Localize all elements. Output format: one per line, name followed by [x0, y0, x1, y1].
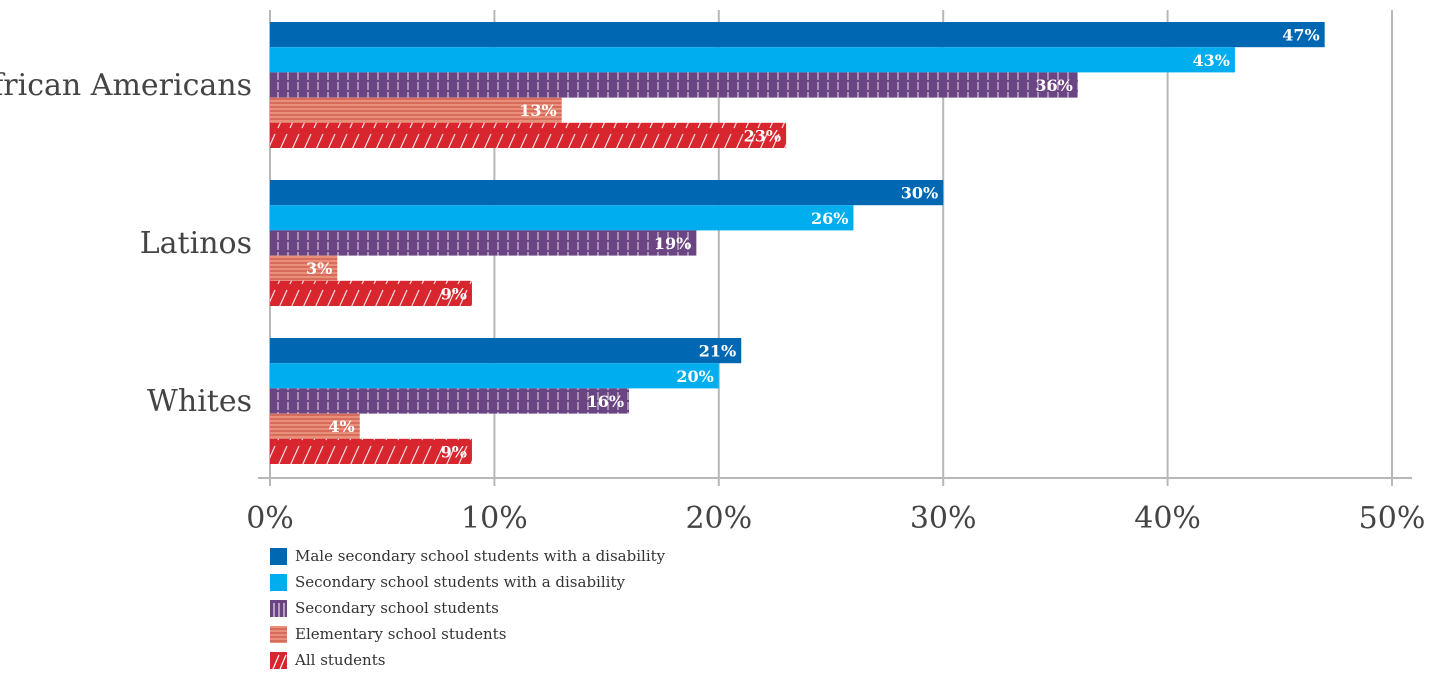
legend-swatch-2: [270, 599, 287, 617]
legend-item-4: All students: [270, 647, 665, 673]
data-label-0-0: 47%: [1282, 26, 1319, 45]
legend-swatch-1: [270, 573, 287, 591]
x-tick-label-5: 50%: [1359, 501, 1426, 536]
bar-0-2: [270, 72, 1078, 98]
bar-1-4: [270, 280, 472, 306]
data-label-1-2: 19%: [654, 234, 691, 253]
category-labels: African Americans Latinos Whites: [0, 68, 252, 419]
category-label-1: Latinos: [140, 226, 252, 261]
x-tick-label-1: 10%: [461, 501, 528, 536]
legend-item-0: Male secondary school students with a di…: [270, 543, 665, 569]
bar-2-2: [270, 388, 630, 414]
legend-item-1: Secondary school students with a disabil…: [270, 569, 665, 595]
data-label-0-1: 43%: [1192, 51, 1229, 70]
legend-label-0: Male secondary school students with a di…: [295, 547, 666, 565]
bar-2-3: [270, 413, 360, 439]
bar-1-2: [270, 230, 697, 256]
bar-0-3: [270, 97, 562, 123]
data-label-1-3: 3%: [306, 259, 332, 278]
legend-swatch-4: [270, 651, 287, 669]
data-label-1-0: 30%: [901, 184, 938, 203]
data-label-2-2: 16%: [587, 392, 624, 411]
data-label-2-0: 21%: [699, 342, 736, 361]
data-label-0-3: 13%: [519, 101, 556, 120]
x-axis: 0% 10% 20% 30% 40% 50%: [246, 477, 1426, 536]
x-tick-label-4: 40%: [1134, 501, 1201, 536]
data-label-0-2: 36%: [1035, 76, 1072, 95]
bar-2-1: [270, 363, 719, 389]
category-label-0: African Americans: [0, 68, 252, 103]
legend-swatch-0: [270, 547, 287, 565]
data-label-0-4: 23%: [744, 126, 781, 145]
bar-0-0: [270, 22, 1325, 48]
bars: [270, 22, 1325, 464]
data-label-2-3: 4%: [328, 417, 354, 436]
legend-label-1: Secondary school students with a disabil…: [295, 573, 625, 591]
bar-2-0: [270, 338, 742, 364]
data-label-2-4: 9%: [441, 442, 467, 461]
category-label-2: Whites: [147, 384, 252, 419]
legend-label-3: Elementary school students: [295, 625, 507, 643]
bar-chart: 47% 43% 36% 13% 23% 30% 26% 19% 3% 9% 21% 20% 16% 4% 9…: [0, 10, 1426, 536]
bar-1-3: [270, 255, 338, 281]
legend-label-2: Secondary school students: [295, 599, 499, 617]
legend-item-2: Secondary school students: [270, 595, 665, 621]
data-label-1-4: 9%: [441, 284, 467, 303]
legend-item-3: Elementary school students: [270, 621, 665, 647]
data-label-1-1: 26%: [811, 209, 848, 228]
bar-0-1: [270, 47, 1235, 73]
bar-2-4: [270, 438, 472, 464]
x-tick-label-3: 30%: [910, 501, 977, 536]
bar-0-4: [270, 122, 787, 148]
bar-1-0: [270, 180, 944, 206]
bar-1-1: [270, 205, 854, 231]
legend: Male secondary school students with a di…: [270, 543, 665, 673]
data-labels: 47% 43% 36% 13% 23% 30% 26% 19% 3% 9% 21% 20% 16% 4% 9…: [306, 26, 1320, 462]
data-label-2-1: 20%: [676, 367, 713, 386]
legend-swatch-3: [270, 625, 287, 643]
legend-label-4: All students: [295, 651, 386, 669]
x-tick-label-0: 0%: [246, 501, 294, 536]
x-tick-label-2: 20%: [685, 501, 752, 536]
